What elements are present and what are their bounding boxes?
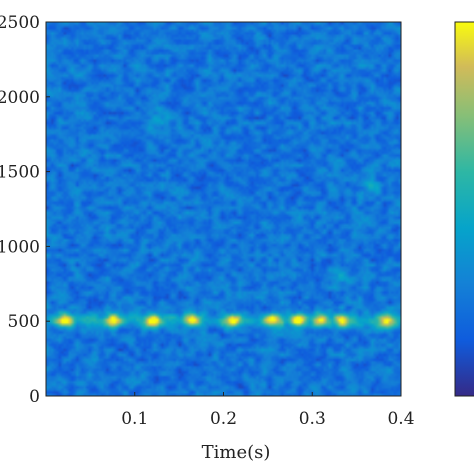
y-tick-label: 1500 <box>0 163 40 183</box>
x-tick-label: 0.1 <box>121 409 148 429</box>
x-tick-label: 0.4 <box>387 409 414 429</box>
x-axis-label: Time(s) <box>202 442 271 463</box>
y-tick-label: 2000 <box>0 88 40 108</box>
x-axis: 0.1 0.2 0.3 0.4 <box>121 392 415 429</box>
y-tick-label: 1000 <box>0 237 40 257</box>
y-tick-label: 2500 <box>0 13 40 33</box>
heatmap-image <box>46 22 401 396</box>
y-tick-label: 500 <box>8 312 40 332</box>
y-axis: 0 500 1000 1500 2000 2500 <box>0 13 50 407</box>
x-tick-label: 0.3 <box>299 409 326 429</box>
colorbar <box>454 21 474 397</box>
heatmap-plot-area <box>45 21 402 397</box>
y-tick-label: 0 <box>29 387 40 407</box>
x-tick-label: 0.2 <box>210 409 237 429</box>
colorbar-gradient <box>454 21 474 397</box>
